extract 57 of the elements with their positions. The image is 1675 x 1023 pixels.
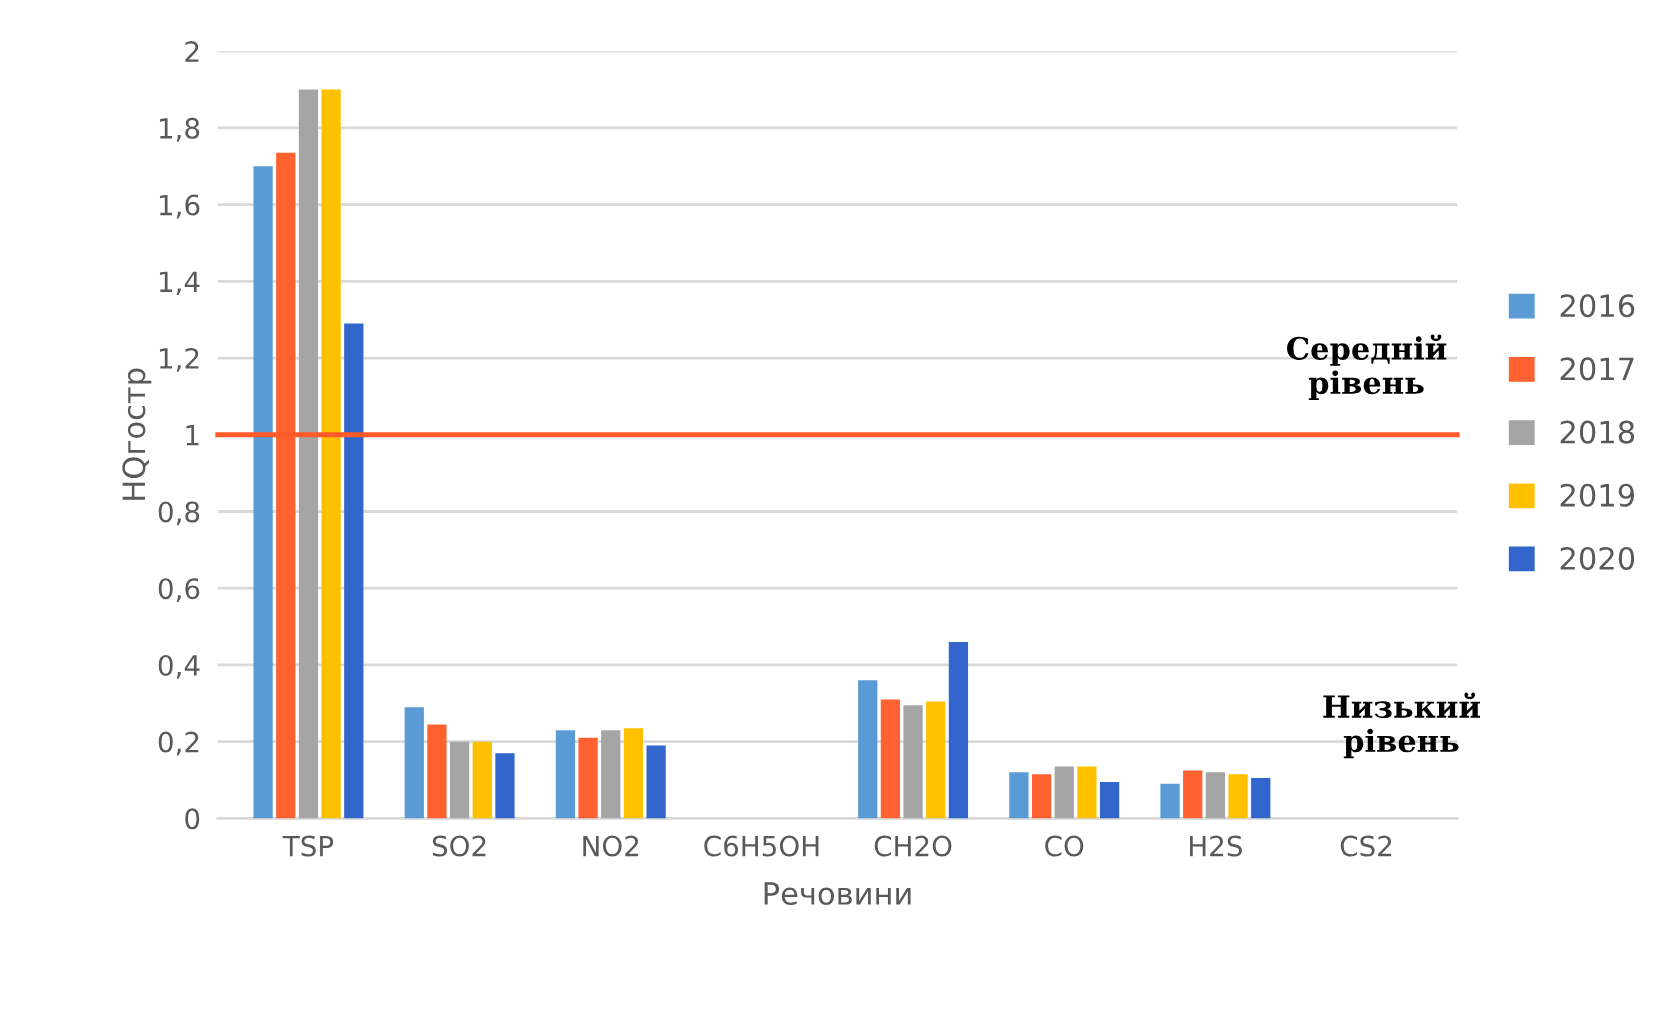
x-tick-label: CS2 (1340, 835, 1392, 857)
bar (1009, 772, 1029, 819)
x-tick-label: SO2 (432, 835, 486, 857)
bar (472, 741, 492, 819)
x-tick-label: TSP (282, 835, 334, 857)
bar (321, 89, 341, 819)
x-tick-label: NO2 (583, 835, 639, 857)
bar (404, 707, 424, 819)
x-tick-label: CO (1045, 835, 1084, 857)
y-tick-label: 1,2 (159, 347, 199, 372)
y-tick-label: 0,2 (158, 731, 199, 756)
y-tick-label: 1,6 (159, 194, 200, 219)
y-tick-label: 1,8 (159, 117, 200, 142)
y-tick-label: 0,4 (158, 654, 200, 679)
bar (1031, 774, 1052, 819)
y-axis-title: HQгостр (122, 368, 152, 500)
bar (298, 89, 319, 819)
x-tick-label: H2S (1190, 835, 1242, 857)
bar (1228, 774, 1248, 819)
x-tick-label: CH2O (874, 835, 952, 857)
legend-label: 2018 (1560, 420, 1635, 444)
legend-label: 2016 (1560, 294, 1635, 318)
legend-label: 2019 (1560, 483, 1635, 507)
ref-line-label: Середній рівень (1287, 334, 1447, 401)
bar (495, 753, 515, 819)
bar (646, 745, 666, 819)
y-tick-label: 2 (185, 41, 199, 62)
bar (427, 724, 447, 819)
bar (601, 730, 621, 819)
y-tick-label: 0,8 (158, 501, 200, 526)
bar (1205, 772, 1226, 819)
y-tick-label: 0 (185, 808, 200, 830)
x-axis-title: Речовини (764, 882, 911, 906)
bar (623, 728, 644, 819)
bar (253, 166, 273, 819)
bar (1054, 766, 1074, 819)
annotation: Низький рівень (1323, 692, 1481, 759)
bar (880, 699, 901, 819)
bar (1077, 766, 1097, 819)
bar (903, 705, 923, 819)
y-tick-label: 1,4 (159, 271, 200, 296)
bar (1160, 783, 1180, 819)
bar (858, 680, 878, 819)
bar (1099, 781, 1120, 819)
y-tick-label: 1 (186, 425, 199, 446)
bar (926, 701, 946, 819)
bar (948, 641, 969, 819)
bar (1251, 778, 1271, 819)
legend-label: 2020 (1560, 546, 1635, 571)
bar (449, 741, 470, 819)
legend-label: 2017 (1560, 357, 1634, 381)
bar (1183, 770, 1203, 819)
bar (578, 737, 598, 819)
bar (344, 323, 364, 819)
y-tick-label: 0,6 (158, 578, 200, 603)
bar (555, 730, 576, 819)
x-tick-label: C6H5OH (704, 835, 819, 857)
